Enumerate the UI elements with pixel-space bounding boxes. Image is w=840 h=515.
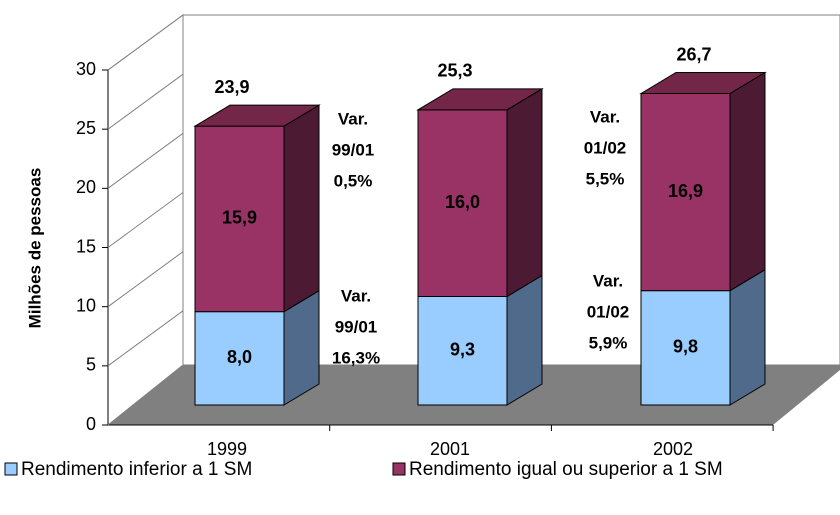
total-label: 26,7 xyxy=(676,44,711,64)
x-tick-label: 2002 xyxy=(653,439,693,459)
bar-side xyxy=(729,268,766,406)
bar-side xyxy=(506,274,543,406)
y-tick-label: 30 xyxy=(76,59,96,79)
bar xyxy=(194,125,285,313)
grid-line xyxy=(107,369,184,426)
annotation: 99/01 xyxy=(332,140,375,159)
grid-line xyxy=(107,14,184,71)
legend-label: Rendimento inferior a 1 SM xyxy=(21,459,252,480)
grid-line xyxy=(107,310,184,367)
data-label: 8,0 xyxy=(227,347,252,367)
bar-side xyxy=(729,71,766,292)
y-tick-label: 15 xyxy=(76,236,96,256)
y-tick-label: 25 xyxy=(76,118,96,138)
grid-line xyxy=(107,251,184,308)
bar-side xyxy=(283,104,320,313)
annotation: Var. xyxy=(590,107,620,126)
grid-line xyxy=(107,73,184,130)
data-label: 9,3 xyxy=(450,340,475,360)
bar-top xyxy=(193,104,321,127)
bar xyxy=(417,296,508,406)
annotation: Var. xyxy=(338,109,368,128)
grid-line xyxy=(107,192,184,248)
y-tick-label: 0 xyxy=(86,414,96,434)
bar-top xyxy=(416,88,544,111)
data-label: 9,8 xyxy=(673,337,698,357)
bar-top xyxy=(639,72,767,94)
total-label: 25,3 xyxy=(437,61,472,81)
y-tick-label: 5 xyxy=(86,355,96,375)
legend-swatch xyxy=(392,462,406,476)
annotation: 16,3% xyxy=(332,348,380,367)
y-tick-label: 20 xyxy=(76,177,96,197)
y-tick-label: 10 xyxy=(76,295,96,315)
y-axis-label: Milhões de pessoas xyxy=(25,168,44,329)
annotation: 5,5% xyxy=(586,169,625,188)
annotation: Var. xyxy=(593,271,623,290)
grid-line xyxy=(107,132,184,189)
data-label: 15,9 xyxy=(222,208,257,228)
x-tick-label: 1999 xyxy=(207,439,247,459)
bar xyxy=(640,93,731,292)
annotation: 99/01 xyxy=(335,317,378,336)
bar xyxy=(640,290,731,406)
annotation: 01/02 xyxy=(584,138,627,157)
bar xyxy=(194,311,285,406)
legend-swatch xyxy=(4,462,18,476)
annotation: 5,9% xyxy=(589,333,628,352)
annotation: 0,5% xyxy=(334,171,373,190)
bar-side xyxy=(506,87,543,298)
total-label: 23,9 xyxy=(214,77,249,97)
annotation: Var. xyxy=(341,286,371,305)
legend-label: Rendimento igual ou superior a 1 SM xyxy=(409,459,723,480)
data-label: 16,0 xyxy=(445,192,480,212)
x-tick-label: 2001 xyxy=(430,439,470,459)
data-label: 16,9 xyxy=(668,181,703,201)
annotation: 01/02 xyxy=(587,302,630,321)
